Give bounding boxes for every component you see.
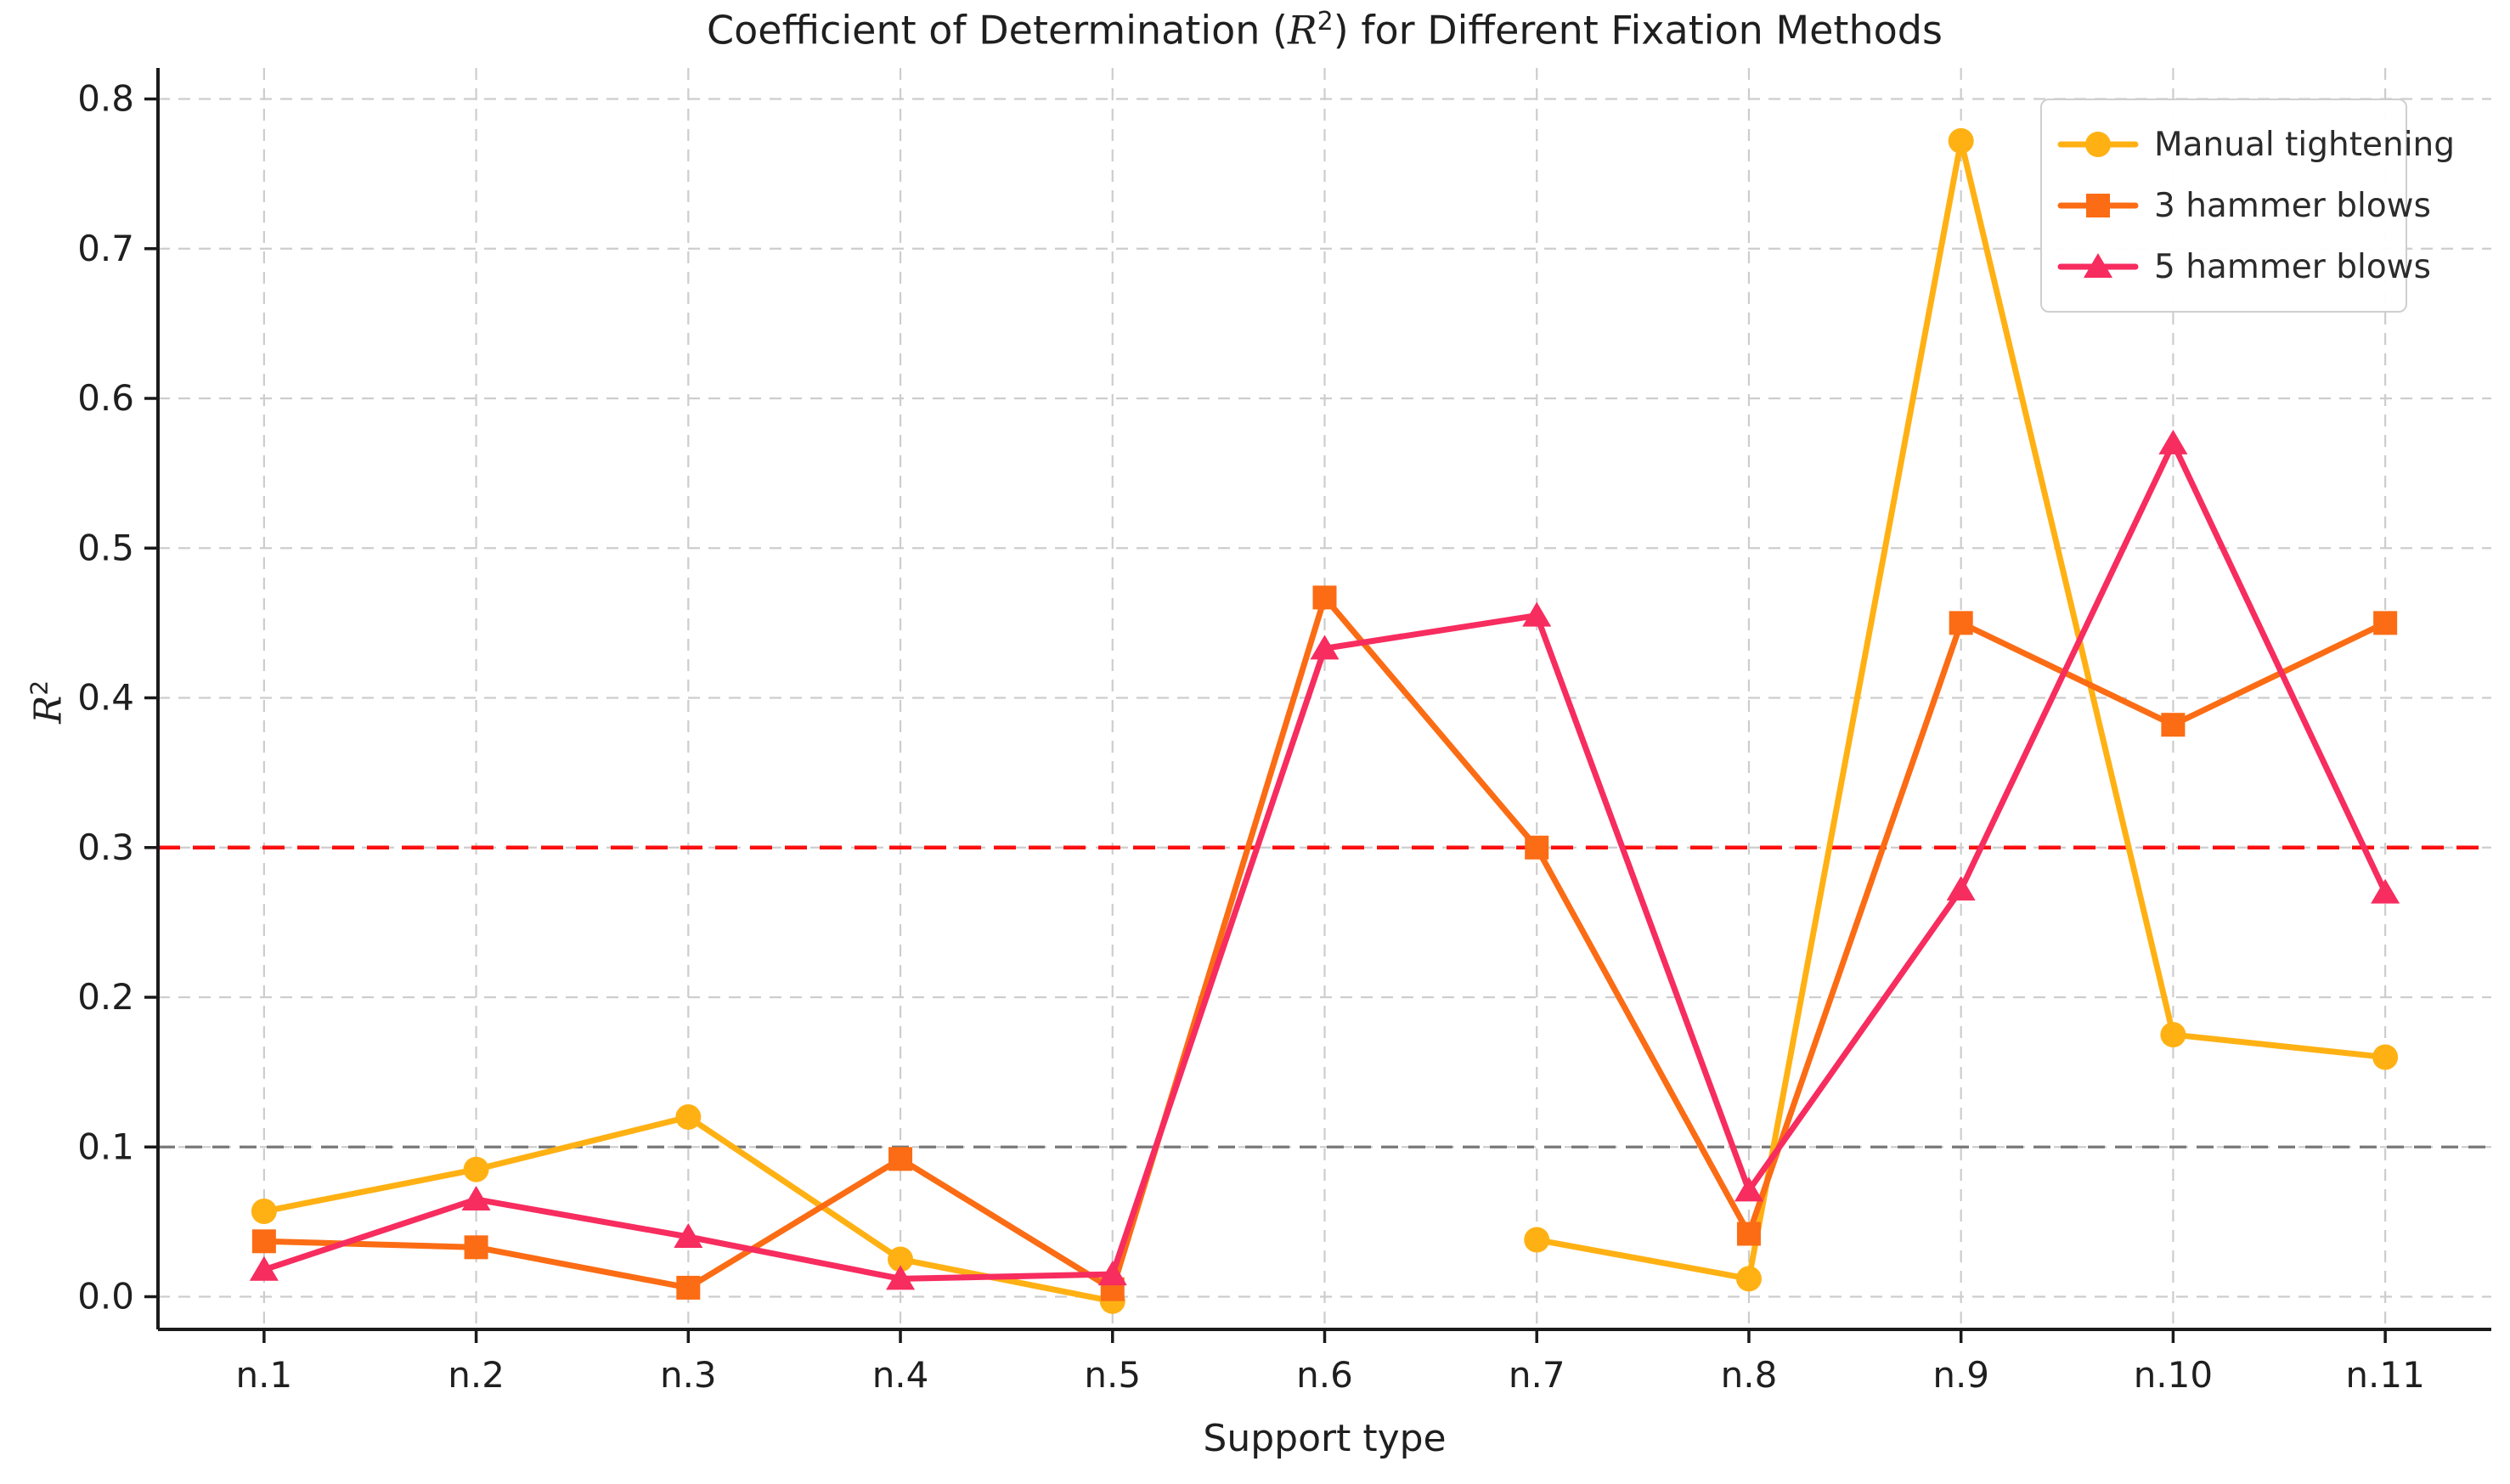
circle-marker-icon xyxy=(2057,132,2139,157)
y-tick-label: 0.7 xyxy=(77,228,134,269)
data-point-square xyxy=(1949,611,1973,635)
data-point-square xyxy=(888,1147,913,1171)
x-tick-label: n.2 xyxy=(448,1354,505,1396)
x-tick-label: n.4 xyxy=(872,1354,929,1396)
chart-title-math: R xyxy=(1288,7,1317,54)
chart-title-post: ) for Different Fixation Methods xyxy=(1333,7,1943,54)
y-tick-label: 0.3 xyxy=(77,827,134,868)
data-point-circle xyxy=(1735,1266,1762,1292)
data-point-circle xyxy=(675,1104,702,1130)
x-tick-label: n.7 xyxy=(1509,1354,1565,1396)
x-tick-label: n.3 xyxy=(660,1354,717,1396)
data-point-triangle xyxy=(1522,601,1552,627)
legend-item-hammer5: 5 hammer blows xyxy=(2057,236,2431,297)
data-point-circle xyxy=(2160,1022,2186,1048)
legend-item-manual: Manual tightening xyxy=(2057,114,2455,175)
y-axis-label-sup: 2 xyxy=(25,680,54,696)
x-tick-label: n.5 xyxy=(1084,1354,1141,1396)
data-point-triangle xyxy=(674,1223,703,1248)
x-tick-label: n.9 xyxy=(1932,1354,1989,1396)
data-point-circle xyxy=(463,1156,489,1182)
data-point-triangle xyxy=(2084,253,2112,278)
x-axis-label: Support type xyxy=(1203,1417,1447,1460)
y-tick-label: 0.0 xyxy=(77,1276,134,1318)
data-point-square xyxy=(1312,585,1337,610)
data-point-square xyxy=(2373,611,2398,635)
series-hammer5 xyxy=(249,429,2400,1290)
data-point-circle xyxy=(888,1246,914,1272)
legend: Manual tightening 3 hammer blows 5 hammer … xyxy=(2040,99,2455,313)
data-point-circle xyxy=(1948,127,1974,154)
square-marker-icon xyxy=(2057,194,2139,217)
data-point-triangle xyxy=(2158,429,2188,454)
data-point-square xyxy=(2086,194,2110,217)
chart-title-pre: Coefficient of Determination ( xyxy=(707,7,1289,54)
y-tick-label: 0.5 xyxy=(77,527,134,568)
data-point-triangle xyxy=(1310,635,1340,660)
y-tick-label: 0.2 xyxy=(77,976,134,1018)
y-axis-label: R2 xyxy=(25,651,71,753)
legend-label: 3 hammer blows xyxy=(2154,186,2431,225)
x-tick-label: n.11 xyxy=(2345,1354,2424,1396)
data-point-triangle xyxy=(1097,1261,1127,1286)
data-point-circle xyxy=(2372,1044,2399,1070)
y-axis-label-base: R xyxy=(26,695,71,724)
x-tick-label: n.6 xyxy=(1296,1354,1353,1396)
x-tick-label: n.1 xyxy=(236,1354,293,1396)
data-point-triangle xyxy=(461,1185,491,1210)
x-tick-label: n.10 xyxy=(2134,1354,2213,1396)
legend-label: Manual tightening xyxy=(2154,125,2456,164)
data-point-triangle xyxy=(886,1265,916,1290)
triangle-marker-icon xyxy=(2057,253,2139,278)
data-point-triangle xyxy=(1734,1176,1763,1202)
data-point-triangle xyxy=(249,1255,279,1281)
y-tick-label: 0.1 xyxy=(77,1126,134,1167)
chart-title-sup: 2 xyxy=(1317,7,1334,37)
data-point-square xyxy=(2161,713,2186,737)
legend-item-hammer3: 3 hammer blows xyxy=(2057,175,2431,236)
data-point-triangle xyxy=(2371,878,2400,904)
data-point-circle xyxy=(251,1199,277,1225)
data-point-square xyxy=(251,1229,276,1254)
data-point-square xyxy=(676,1275,701,1300)
x-tick-label: n.8 xyxy=(1721,1354,1778,1396)
data-point-square xyxy=(1525,835,1549,860)
legend-label: 5 hammer blows xyxy=(2154,247,2431,286)
data-point-circle xyxy=(2085,132,2111,157)
data-point-circle xyxy=(1524,1227,1550,1253)
y-tick-label: 0.8 xyxy=(77,78,134,120)
y-tick-label: 0.4 xyxy=(77,677,134,719)
data-point-triangle xyxy=(1946,876,1976,901)
data-point-square xyxy=(464,1235,488,1260)
chart-title: Coefficient of Determination (R2) for Di… xyxy=(158,7,2491,53)
y-tick-label: 0.6 xyxy=(77,377,134,419)
data-point-square xyxy=(1736,1222,1761,1246)
